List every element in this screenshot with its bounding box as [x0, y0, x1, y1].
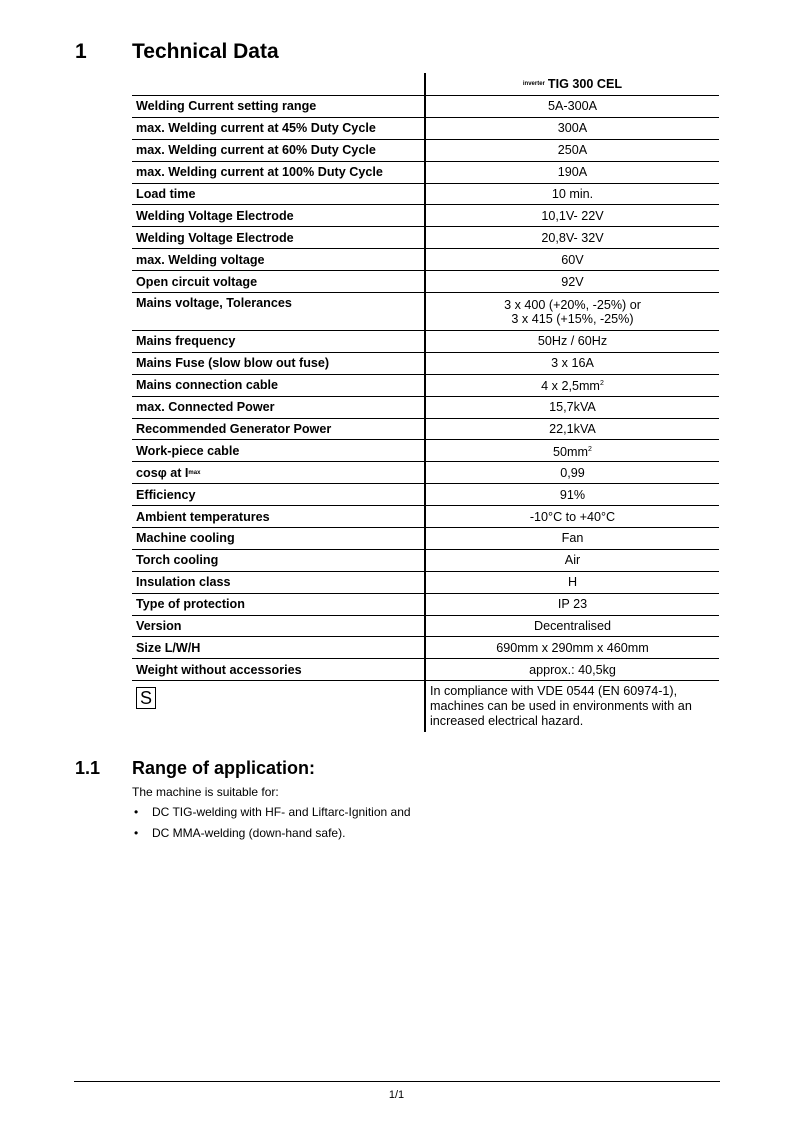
table-row: Mains connection cable 4 x 2,5mm2	[132, 374, 719, 397]
table-row: max. Welding current at 60% Duty Cycle 25…	[132, 139, 719, 162]
section-number: 1	[75, 40, 87, 63]
table-row: Mains voltage, Tolerances 3 x 400 (+20%, …	[132, 293, 719, 332]
table-row: Torch cooling Air	[132, 549, 719, 572]
footer-divider	[74, 1081, 720, 1082]
table-row: Ambient temperatures -10°C to +40°C	[132, 506, 719, 529]
row-label: Type of protection	[136, 597, 245, 612]
table-row: max. Welding voltage 60V	[132, 249, 719, 272]
row-label: max. Welding current at 60% Duty Cycle	[136, 143, 376, 158]
row-value: 0,99	[424, 462, 719, 484]
table-row: Recommended Generator Power 22,1kVA	[132, 418, 719, 441]
s-mark-icon: S	[136, 686, 156, 709]
row-value: 20,8V- 32V	[424, 227, 719, 249]
table-row: Open circuit voltage 92V	[132, 271, 719, 294]
table-row: Size L/W/H 690mm x 290mm x 460mm	[132, 637, 719, 660]
intro-text: The machine is suitable for:	[132, 785, 279, 799]
table-row: Welding Current setting range 5A-300A	[132, 96, 719, 118]
table-row: Mains frequency 50Hz / 60Hz	[132, 331, 719, 353]
technical-data-table: inverter TIG 300 CEL Welding Current sett…	[132, 73, 719, 733]
row-value: 10,1V- 22V	[424, 205, 719, 227]
header-model: TIG 300 CEL	[547, 77, 623, 91]
row-label: Mains voltage, Tolerances	[136, 296, 292, 311]
row-label: Mains frequency	[136, 334, 236, 349]
row-label: Load time	[136, 187, 196, 201]
row-label: Weight without accessories	[136, 662, 302, 677]
header-prefix: inverter	[522, 81, 545, 87]
row-label: max. Welding voltage	[136, 252, 265, 267]
row-value: 190A	[424, 161, 719, 183]
row-value: IP 23	[424, 593, 719, 615]
row-value: 250A	[424, 139, 719, 161]
row-label: Open circuit voltage	[136, 274, 258, 289]
row-value: 91%	[424, 484, 719, 506]
table-row: max. Connected Power 15,7kVA	[132, 396, 719, 419]
row-value: 10 min.	[424, 183, 719, 205]
row-value: 300A	[424, 117, 719, 139]
table-row: Weight without accessories approx.: 40,5k…	[132, 659, 719, 682]
row-label: Welding Voltage Electrode	[136, 230, 294, 245]
row-label: max. Welding current at 100% Duty Cycle	[136, 165, 383, 180]
table-row: Machine cooling Fan	[132, 528, 719, 550]
row-value: 5A-300A	[424, 96, 719, 117]
row-label: Welding Current setting range	[136, 99, 317, 114]
row-label: Version	[136, 619, 182, 634]
s-mark-row: S In compliance with VDE 0544 (EN 60974-…	[132, 681, 719, 733]
row-value: H	[424, 571, 719, 593]
list-item: • DC TIG-welding with HF- and Liftarc-Ign…	[134, 805, 411, 819]
row-value: 15,7kVA	[424, 396, 719, 418]
row-label: Efficiency	[136, 487, 196, 502]
table-header: inverter TIG 300 CEL	[132, 73, 719, 96]
row-value: 60V	[424, 249, 719, 271]
row-value: 690mm x 290mm x 460mm	[424, 637, 719, 659]
row-label: Ambient temperatures	[136, 509, 270, 524]
row-label: Insulation class	[136, 575, 231, 590]
table-row: Work-piece cable 50mm2	[132, 440, 719, 463]
table-row: Version Decentralised	[132, 615, 719, 638]
table-row: max. Welding current at 45% Duty Cycle 30…	[132, 117, 719, 140]
row-value: Fan	[424, 528, 719, 549]
row-value: 4 x 2,5mm2	[424, 374, 719, 396]
row-label: max. Welding current at 45% Duty Cycle	[136, 121, 376, 136]
table-row: Welding Voltage Electrode 20,8V- 32V	[132, 227, 719, 250]
row-label: Work-piece cable	[136, 443, 240, 458]
row-label: Mains Fuse (slow blow out fuse)	[136, 356, 330, 371]
row-value: Decentralised	[424, 615, 719, 637]
s-mark-note: In compliance with VDE 0544 (EN 60974-1)…	[424, 681, 719, 733]
section-title: Range of application:	[132, 758, 316, 778]
table-row: Mains Fuse (slow blow out fuse) 3 x 16A	[132, 352, 719, 375]
row-value: 22,1kVA	[424, 418, 719, 440]
table-row: Welding Voltage Electrode 10,1V- 22V	[132, 205, 719, 228]
table-row: Load time 10 min.	[132, 183, 719, 206]
page-number: 1/1	[388, 1089, 405, 1101]
row-value: 50mm2	[424, 440, 719, 462]
row-value: approx.: 40,5kg	[424, 659, 719, 681]
row-label: Mains connection cable	[136, 378, 279, 393]
page-title: Technical Data	[132, 40, 279, 63]
row-value: 3 x 16A	[424, 352, 719, 374]
row-label: Size L/W/H	[136, 640, 201, 655]
row-label: Welding Voltage Electrode	[136, 208, 294, 223]
row-label: max. Connected Power	[136, 400, 275, 415]
row-label: Torch cooling	[136, 553, 219, 568]
row-label: Machine cooling	[136, 531, 235, 546]
row-label: Recommended Generator Power	[136, 422, 332, 437]
table-row: Efficiency 91%	[132, 484, 719, 507]
table-row: Insulation class H	[132, 571, 719, 594]
table-row: Type of protection IP 23	[132, 593, 719, 616]
row-value: 3 x 400 (+20%, -25%) or 3 x 415 (+15%, -2…	[424, 293, 719, 331]
table-row: max. Welding current at 100% Duty Cycle 1…	[132, 161, 719, 184]
section-number: 1.1	[75, 758, 101, 778]
row-value: -10°C to +40°C	[424, 506, 719, 528]
row-value: Air	[424, 549, 719, 571]
list-item: • DC MMA-welding (down-hand safe).	[134, 826, 346, 840]
row-value: 92V	[424, 271, 719, 293]
row-value: 50Hz / 60Hz	[424, 331, 719, 352]
